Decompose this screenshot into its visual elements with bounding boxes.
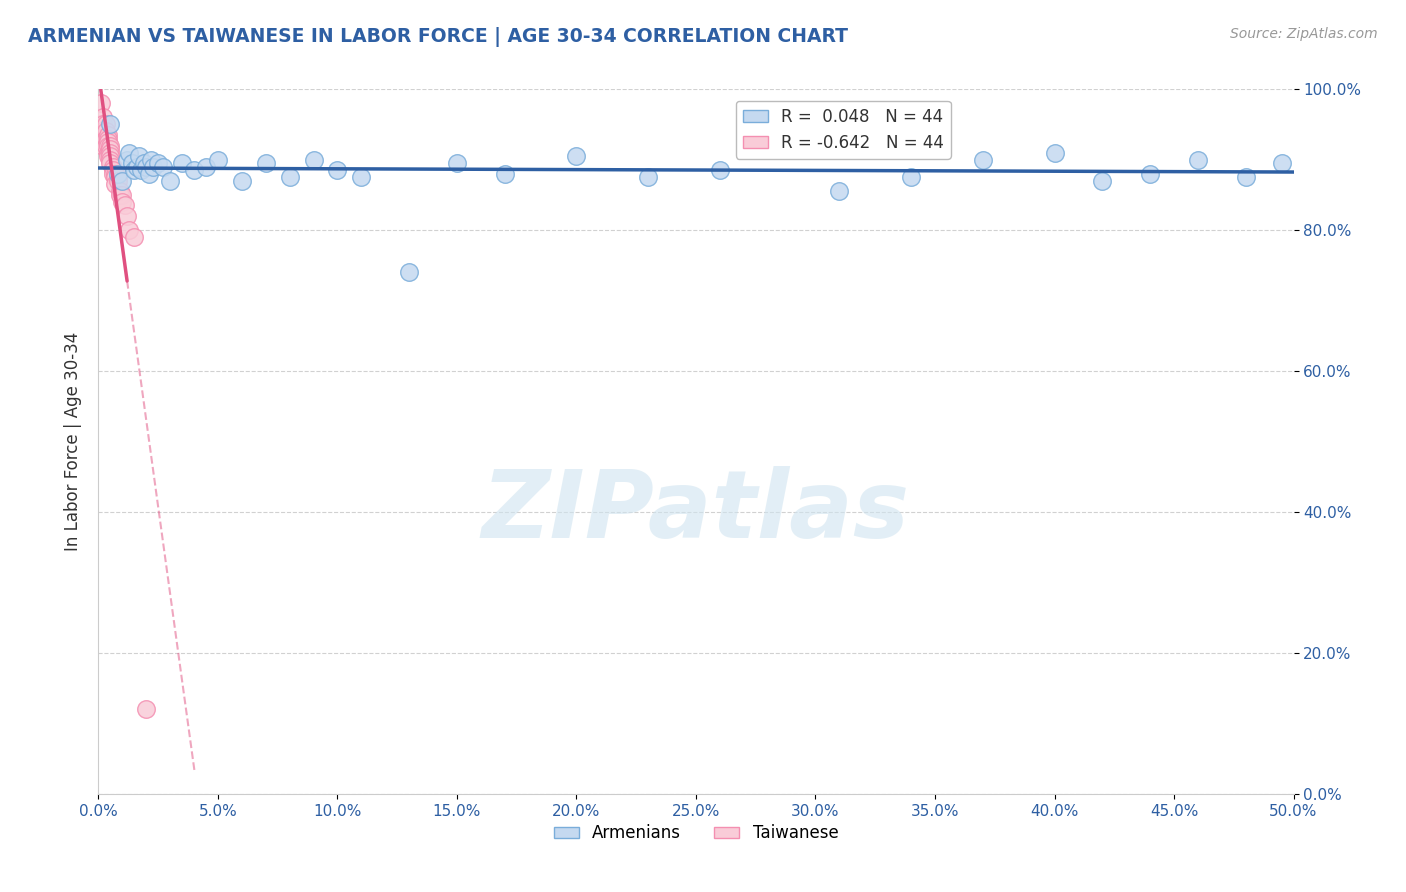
Point [1271,156,1294,170]
Text: Source: ZipAtlas.com: Source: ZipAtlas.com [1230,27,1378,41]
Point [98,117,122,131]
Point [91,138,114,153]
Point [152,160,174,174]
Point [125,160,148,174]
Point [398,265,420,279]
Point [780,138,803,153]
Point [97,138,120,153]
Point [94,135,117,149]
Point [138,167,160,181]
Point [326,163,349,178]
Point [1139,167,1161,181]
Point [94,131,117,145]
Legend: Armenians, Taiwanese: Armenians, Taiwanese [547,818,845,849]
Point [98,153,122,167]
Point [91,117,114,131]
Point [195,160,218,174]
Point [90,124,112,138]
Point [97,145,120,160]
Point [900,170,922,185]
Point [124,230,146,244]
Point [108,187,131,202]
Point [98,142,122,156]
Point [183,163,205,178]
Point [446,156,468,170]
Point [101,163,124,178]
Point [1043,145,1066,160]
Point [172,156,194,170]
Point [135,702,157,716]
Point [131,163,153,178]
Point [207,153,229,167]
Point [302,153,325,167]
Point [98,156,122,170]
Point [90,96,112,111]
Point [98,149,122,163]
Point [91,124,114,138]
Point [114,198,136,212]
Point [98,138,122,153]
Point [828,185,851,199]
Point [91,124,114,138]
Point [101,167,124,181]
Point [104,167,127,181]
Point [94,117,117,131]
Point [1091,174,1114,188]
Point [254,156,277,170]
Point [118,223,141,237]
Point [104,178,127,192]
Point [97,135,120,149]
Text: ARMENIAN VS TAIWANESE IN LABOR FORCE | AGE 30-34 CORRELATION CHART: ARMENIAN VS TAIWANESE IN LABOR FORCE | A… [28,27,848,46]
Y-axis label: In Labor Force | Age 30-34: In Labor Force | Age 30-34 [63,332,82,551]
Point [278,170,301,185]
Point [115,209,138,223]
Point [115,153,138,167]
Point [709,163,731,178]
Point [111,174,134,188]
Point [101,160,124,174]
Point [90,117,112,131]
Point [97,149,120,163]
Point [972,153,994,167]
Point [108,185,131,199]
Point [94,131,117,145]
Point [107,170,129,185]
Point [94,138,117,153]
Point [637,170,659,185]
Point [128,149,150,163]
Point [94,124,117,138]
Point [135,160,157,174]
Point [124,163,146,178]
Point [107,174,129,188]
Point [118,145,141,160]
Point [1234,170,1257,185]
Point [91,131,114,145]
Point [1187,153,1209,167]
Point [159,174,181,188]
Point [148,156,170,170]
Point [111,187,134,202]
Text: ZIPatlas: ZIPatlas [482,466,910,558]
Point [139,153,162,167]
Point [91,111,114,125]
Point [565,149,588,163]
Point [111,194,134,209]
Point [494,167,516,181]
Point [104,170,127,185]
Point [98,145,122,160]
Point [231,174,253,188]
Point [350,170,373,185]
Point [121,156,143,170]
Point [132,156,155,170]
Point [97,128,120,142]
Point [142,160,165,174]
Point [107,167,129,181]
Point [97,131,120,145]
